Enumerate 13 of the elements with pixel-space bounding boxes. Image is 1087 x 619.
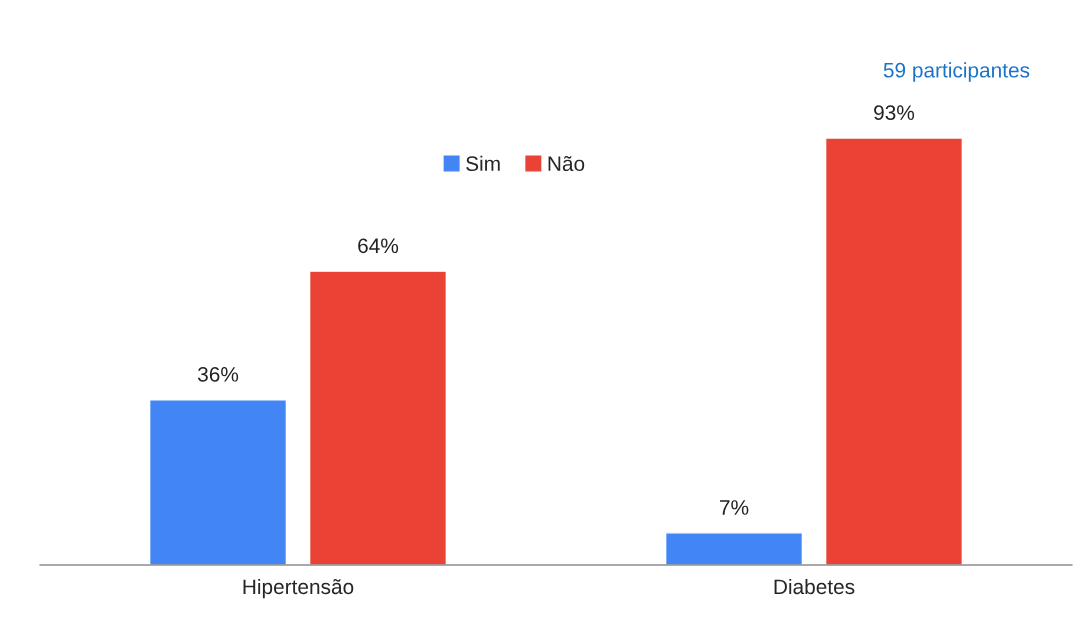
- data-label: 36%: [197, 366, 239, 382]
- bar: [308, 270, 448, 565]
- x-tick-label: Diabetes: [774, 578, 855, 595]
- data-label: 7%: [720, 500, 749, 515]
- legend-label: Não: [548, 155, 585, 172]
- bar: [148, 399, 288, 565]
- legend-label: Sim: [466, 155, 500, 172]
- bar: [824, 137, 964, 565]
- data-label: 93%: [874, 105, 915, 120]
- bar: [664, 532, 804, 565]
- x-tick-label: Hipertensão: [243, 578, 354, 599]
- text: 59 participantes: [883, 62, 1030, 82]
- data-label: 64%: [358, 238, 399, 254]
